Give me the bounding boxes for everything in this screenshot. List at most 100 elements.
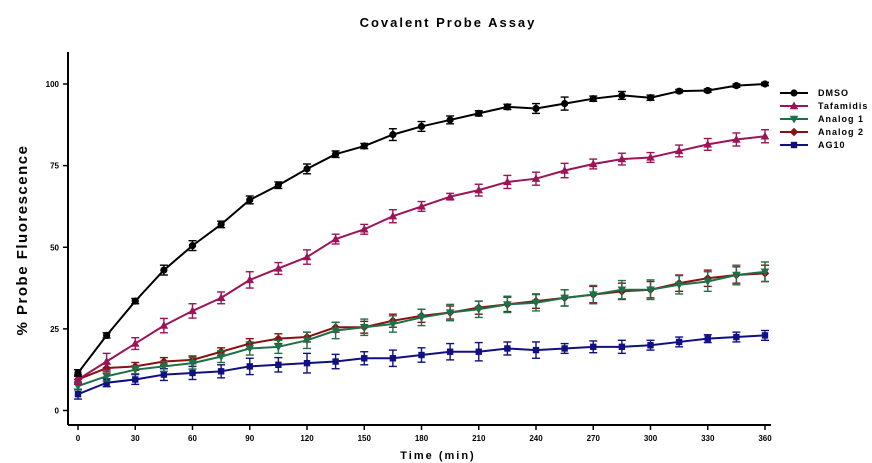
data-point: [561, 99, 569, 108]
data-point: [674, 146, 684, 155]
data-point: [760, 131, 770, 140]
data-point: [274, 263, 283, 272]
data-point: [561, 345, 568, 352]
series-tafamidis: [73, 129, 770, 386]
data-point: [560, 166, 569, 174]
series-analog-1: [73, 261, 770, 391]
legend-item-dmso: DMSO: [780, 88, 849, 98]
legend-label: Analog 1: [818, 114, 864, 124]
legend-label: DMSO: [818, 88, 849, 98]
data-point: [360, 142, 368, 150]
series-dmso: [74, 80, 769, 377]
x-tick-label: 270: [587, 434, 601, 443]
data-point: [446, 116, 454, 124]
series-line-analog-1: [77, 270, 766, 387]
data-point: [246, 196, 254, 204]
data-point: [588, 291, 598, 300]
legend-marker: [789, 127, 799, 137]
data-point: [646, 152, 655, 161]
x-tick-label: 120: [300, 434, 314, 443]
data-point: [361, 355, 368, 362]
data-point: [503, 103, 511, 111]
data-point: [160, 266, 168, 274]
x-tick-label: 180: [415, 434, 429, 443]
x-tick-label: 0: [76, 434, 81, 443]
chart-title: Covalent Probe Assay: [360, 15, 537, 30]
data-point: [303, 359, 311, 367]
legend-item-analog-2: Analog 2: [780, 127, 864, 137]
data-point: [532, 104, 540, 113]
axes: 0 25 50 75 100 0 30 60 90 120 150 180 210 240 270 300 3…: [46, 52, 772, 443]
legend: DMSO Tafamidis Analog 1 Analog 2 AG10: [780, 88, 868, 150]
data-point: [159, 363, 169, 371]
data-point: [417, 201, 426, 210]
data-point: [617, 286, 627, 295]
data-point: [560, 294, 569, 303]
legend-marker: [789, 115, 799, 124]
legend-label: Tafamidis: [818, 101, 868, 111]
data-point: [332, 358, 339, 365]
data-point: [103, 379, 110, 386]
x-ticks: 0 30 60 90 120 150 180 210 240 270 300 330 360: [76, 425, 772, 443]
data-point: [733, 333, 740, 341]
data-point: [160, 371, 168, 378]
data-point: [474, 306, 484, 314]
data-point: [704, 86, 712, 95]
data-point: [389, 355, 397, 362]
data-point: [704, 335, 711, 342]
data-point: [245, 345, 255, 353]
data-point: [503, 177, 512, 186]
data-point: [531, 299, 541, 308]
data-point: [159, 321, 169, 329]
x-tick-label: 60: [188, 434, 197, 443]
data-point: [589, 95, 597, 103]
data-point: [245, 275, 255, 284]
data-point: [474, 185, 484, 194]
data-point: [703, 278, 713, 287]
legend-marker: [790, 141, 798, 149]
data-point: [475, 348, 482, 355]
data-point: [388, 320, 398, 329]
data-point: [274, 343, 283, 352]
data-point: [331, 234, 340, 243]
data-point: [74, 369, 82, 377]
y-ticks: 0 25 50 75 100: [46, 80, 68, 416]
legend-label: Analog 2: [818, 127, 864, 137]
data-point: [446, 348, 454, 355]
x-tick-label: 300: [644, 434, 658, 443]
data-point: [189, 369, 196, 377]
data-point: [216, 293, 226, 302]
x-tick-label: 360: [758, 434, 772, 443]
x-tick-label: 150: [358, 434, 372, 443]
data-point: [503, 301, 512, 309]
plot-area: [73, 80, 770, 400]
data-point: [217, 368, 225, 375]
data-point: [132, 376, 139, 383]
data-point: [274, 181, 282, 189]
data-point: [732, 82, 740, 90]
x-tick-label: 330: [701, 434, 715, 443]
data-point: [445, 192, 455, 200]
legend-item-analog-1: Analog 1: [780, 114, 864, 124]
data-point: [359, 324, 369, 332]
data-point: [646, 286, 655, 295]
data-point: [760, 268, 770, 277]
data-point: [761, 332, 769, 339]
legend-marker: [789, 101, 799, 110]
data-point: [418, 351, 425, 359]
legend-item-tafamidis: Tafamidis: [780, 101, 868, 111]
data-point: [131, 297, 139, 305]
data-point: [216, 353, 226, 362]
data-point: [188, 306, 197, 315]
data-point: [188, 242, 197, 250]
data-point: [302, 252, 312, 261]
data-point: [388, 211, 398, 220]
y-tick-label: 0: [55, 407, 60, 416]
x-tick-label: 90: [245, 434, 254, 443]
data-point: [732, 135, 741, 143]
x-tick-label: 240: [529, 434, 543, 443]
data-point: [332, 150, 340, 158]
y-tick-label: 75: [50, 162, 59, 171]
y-tick-label: 100: [46, 80, 60, 89]
legend-item-ag10: AG10: [780, 140, 845, 150]
